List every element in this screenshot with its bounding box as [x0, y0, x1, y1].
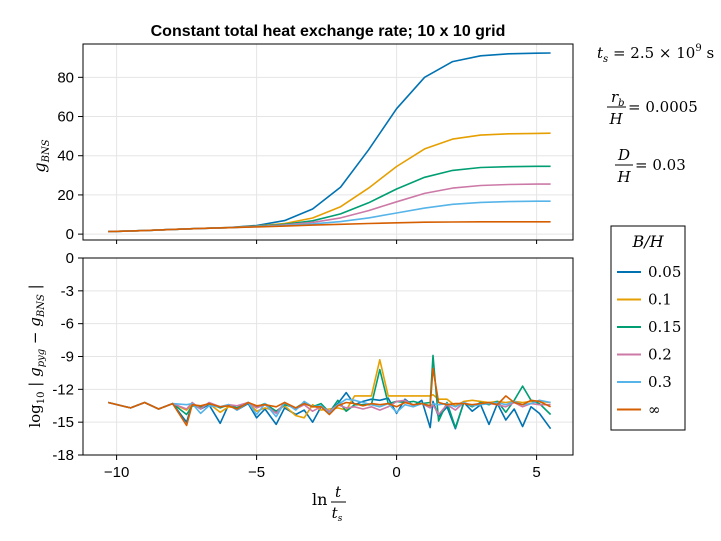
bottom-y-ticks: 0 -3 -6 -9 -12 -15 -18 [52, 250, 83, 464]
annotation-ts: ts = 2.5 × 109 s [597, 43, 714, 65]
x-tick-label: −10 [104, 464, 129, 481]
bottom-series-line-1 [108, 359, 551, 419]
x-axis-label: ln t ts [312, 483, 346, 524]
svg-text:t: t [335, 483, 342, 501]
svg-text:= 0.03: = 0.03 [635, 156, 686, 174]
bottom-gridlines [83, 257, 573, 456]
bottom-y-tick-label: 0 [66, 250, 74, 267]
top-panel: 0 20 40 60 80 [57, 43, 574, 243]
bottom-y-tick-label: -6 [61, 316, 74, 333]
bottom-series-line-2 [108, 354, 552, 429]
bottom-y-tick-label: -9 [61, 349, 74, 366]
legend-label: 0.3 [648, 373, 672, 391]
bottom-y-axis-label: log10 | gpyg − gBNS | [26, 284, 47, 427]
top-y-tick-label: 20 [57, 187, 74, 204]
bottom-y-tick-label: -3 [61, 283, 74, 300]
legend-label: 0.15 [648, 318, 681, 336]
bottom-series-line-5 [108, 367, 551, 427]
x-ticks: −10 −5 0 5 [104, 240, 541, 481]
chart-title: Constant total heat exchange rate; 10 x … [151, 23, 506, 40]
top-series-line-0 [108, 52, 551, 233]
top-series-line-5 [108, 221, 551, 233]
top-y-tick-label: 40 [57, 148, 74, 165]
top-series-lines [108, 52, 551, 233]
svg-text:D: D [617, 146, 630, 164]
bottom-panel: 0 -3 -6 -9 -12 -15 -18 −10 −5 0 5 [52, 240, 574, 481]
annotation-rb-over-h: rb H = 0.0005 [607, 88, 698, 128]
top-y-tick-label: 60 [57, 109, 74, 126]
svg-text:H: H [616, 168, 631, 186]
bottom-y-tick-label: -18 [52, 447, 74, 464]
x-tick-label: −5 [248, 464, 265, 481]
svg-text:ts: ts [332, 504, 343, 524]
legend: B/H 0.05 0.1 0.15 0.2 0.3 ∞ [610, 225, 686, 431]
svg-text:rb: rb [611, 88, 625, 109]
bottom-series-line-4 [108, 398, 551, 418]
svg-text:ln: ln [312, 490, 327, 509]
legend-label: ∞ [648, 401, 661, 419]
top-y-tick-label: 80 [57, 69, 74, 86]
annotation-d-over-h: D H = 0.03 [615, 146, 686, 186]
legend-label: 0.2 [648, 346, 672, 364]
legend-label: 0.05 [648, 263, 681, 281]
legend-items: 0.05 0.1 0.15 0.2 0.3 ∞ [617, 263, 681, 419]
x-tick-label: 0 [392, 464, 400, 481]
top-y-tick-label: 0 [66, 226, 74, 243]
svg-text:H: H [608, 110, 623, 128]
bottom-y-tick-label: -15 [52, 414, 74, 431]
legend-label: 0.1 [648, 291, 672, 309]
svg-text:= 0.0005: = 0.0005 [628, 98, 698, 116]
top-y-ticks: 0 20 40 60 80 [57, 69, 83, 243]
top-panel-frame [82, 43, 574, 241]
svg-text:ts = 2.5 × 109 s: ts = 2.5 × 109 s [597, 43, 714, 65]
top-y-axis-label-sub: BNS [41, 139, 52, 163]
bottom-y-tick-label: -12 [52, 381, 74, 398]
bottom-series-lines [108, 354, 552, 430]
top-y-axis-label: gBNS [30, 139, 52, 172]
legend-title: B/H [631, 232, 664, 251]
x-tick-label: 5 [532, 464, 540, 481]
top-gridlines [83, 44, 573, 240]
